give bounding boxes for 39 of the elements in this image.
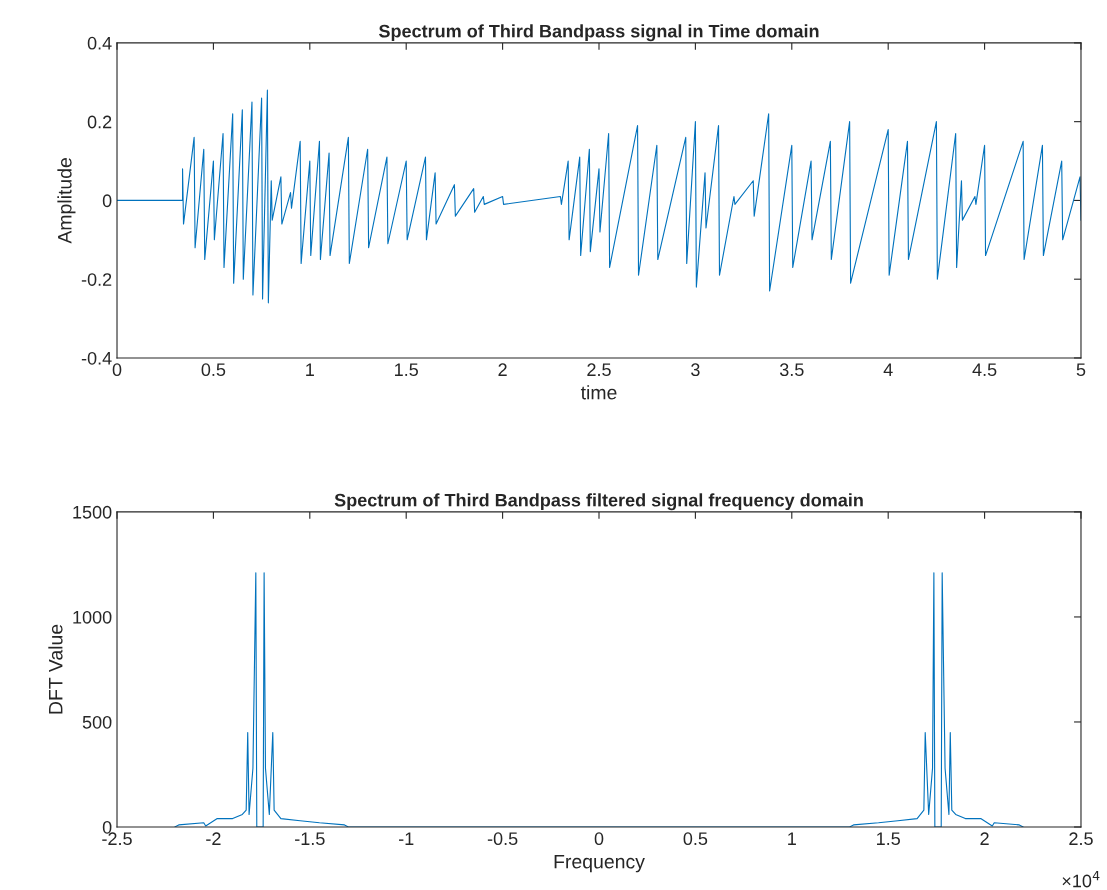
x-tick-label: -1.5 xyxy=(295,832,325,846)
x-tick-label: -2.5 xyxy=(102,832,132,846)
x-tick-label: 1 xyxy=(306,363,314,376)
x-tick-label: 5 xyxy=(1076,363,1086,377)
x-tick-label: 4 xyxy=(883,363,893,376)
x-tick-label: 1.5 xyxy=(877,832,900,846)
x-tick-label: 3 xyxy=(691,363,700,377)
x-tick-label: 0 xyxy=(112,363,122,377)
chart-title: Spectrum of Third Bandpass filtered signal frequency domain xyxy=(334,493,863,511)
y-tick-label: 0.2 xyxy=(87,115,112,129)
y-tick-label: -0.4 xyxy=(81,351,112,365)
text: ×10$^{4}$ xyxy=(1062,871,1100,888)
chart-title: Spectrum of Third Bandpass signal in Time domain xyxy=(378,24,819,42)
x-tick-label: 4.5 xyxy=(972,363,997,377)
x-tick-label: 3.5 xyxy=(779,363,804,377)
y-tick-label: 1500 xyxy=(73,505,112,519)
x-tick-label: 1 xyxy=(788,832,796,845)
x-tick-label: 2 xyxy=(980,832,989,845)
x-tick-label: 0.5 xyxy=(683,832,708,846)
y-tick-label: 1000 xyxy=(73,610,112,624)
x-tick-label: 2.5 xyxy=(587,363,611,377)
y-tick-label: -0.2 xyxy=(81,273,112,286)
x-tick-label: 2.5 xyxy=(1069,832,1093,846)
x-tick-label: -2 xyxy=(206,832,221,845)
y-tick-label: 0.4 xyxy=(87,36,112,50)
x-tick-label: 2 xyxy=(498,363,507,376)
y-axis-title: Amplitude xyxy=(57,158,76,244)
y-tick-label: 0 xyxy=(102,194,112,208)
x-tick-label: 0.5 xyxy=(201,363,226,377)
y-tick-label: 0 xyxy=(102,820,112,834)
x-axis-title: Frequency xyxy=(554,854,645,873)
y-tick-label: 500 xyxy=(82,715,112,729)
x-tick-label: 1.5 xyxy=(395,363,418,377)
x-axis-title: time xyxy=(580,385,617,400)
x-tick-label: 0 xyxy=(594,832,604,846)
line-series xyxy=(117,89,1081,304)
x-tick-label: -1 xyxy=(398,832,414,845)
y-axis-title: DFT Value xyxy=(48,624,63,714)
x-tick-label: -0.5 xyxy=(487,832,518,846)
